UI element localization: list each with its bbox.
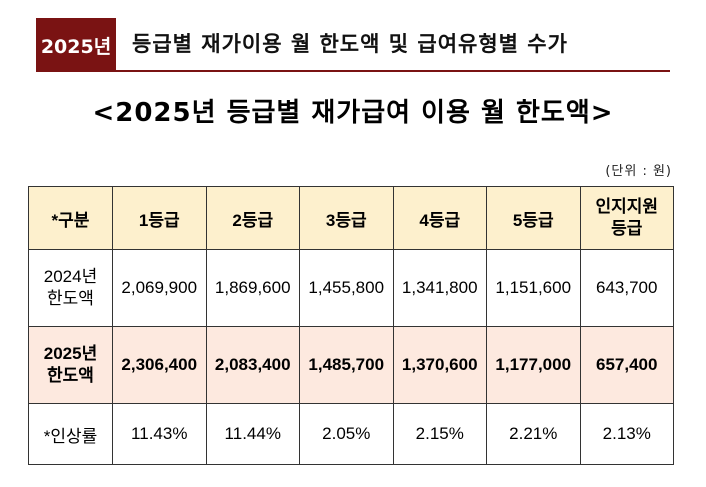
- table-cell: 2,306,400: [112, 326, 207, 404]
- table-row: *인상률 11.43% 11.44% 2.05% 2.15% 2.21% 2.1…: [28, 403, 674, 465]
- page-title: <2025년 등급별 재가급여 이용 월 한도액>: [92, 98, 614, 128]
- limit-amount-table: *구분 1등급 2등급 3등급 4등급 5등급 인지지원 등급 2024년 한도…: [28, 186, 674, 465]
- column-header: 인지지원 등급: [579, 186, 674, 250]
- table-header-row: *구분 1등급 2등급 3등급 4등급 5등급 인지지원 등급: [28, 186, 674, 250]
- table-cell: 11.44%: [205, 403, 300, 465]
- column-header: 4등급: [392, 186, 487, 250]
- table-cell: 1,869,600: [205, 249, 300, 327]
- table-cell: 2.21%: [486, 403, 581, 465]
- row-label: 2025년 한도액: [28, 326, 113, 404]
- table-cell: 1,341,800: [392, 249, 487, 327]
- table-cell: 1,370,600: [392, 326, 487, 404]
- table-cell: 1,455,800: [299, 249, 394, 327]
- header-underline: [116, 70, 670, 72]
- row-label: 2024년 한도액: [28, 249, 113, 327]
- column-header: 5등급: [486, 186, 581, 250]
- column-header: 2등급: [205, 186, 300, 250]
- table-cell: 2,069,900: [112, 249, 207, 327]
- table-cell: 643,700: [579, 249, 674, 327]
- header-banner: 2025년 등급별 재가이용 월 한도액 및 급여유형별 수가: [36, 18, 670, 72]
- column-header: *구분: [28, 186, 113, 250]
- table-cell: 657,400: [579, 326, 674, 404]
- table-row: 2024년 한도액 2,069,900 1,869,600 1,455,800 …: [28, 249, 674, 327]
- row-label: *인상률: [28, 403, 113, 465]
- table-cell: 2.13%: [579, 403, 674, 465]
- row-label-text: 2024년 한도액: [43, 267, 98, 308]
- table-cell: 2,083,400: [205, 326, 300, 404]
- row-label-text: 2025년 한도액: [43, 344, 98, 385]
- table-cell: 11.43%: [112, 403, 207, 465]
- unit-note: (단위 : 원): [605, 164, 672, 179]
- table-row-highlight: 2025년 한도액 2,306,400 2,083,400 1,485,700 …: [28, 326, 674, 404]
- column-header: 1등급: [112, 186, 207, 250]
- table-cell: 1,485,700: [299, 326, 394, 404]
- year-badge: 2025년: [36, 18, 116, 72]
- column-header: 3등급: [299, 186, 394, 250]
- header-title: 등급별 재가이용 월 한도액 및 급여유형별 수가: [132, 32, 568, 56]
- table-cell: 1,151,600: [486, 249, 581, 327]
- table-cell: 1,177,000: [486, 326, 581, 404]
- column-header-label: 인지지원 등급: [595, 197, 659, 238]
- table-cell: 2.05%: [299, 403, 394, 465]
- table-cell: 2.15%: [392, 403, 487, 465]
